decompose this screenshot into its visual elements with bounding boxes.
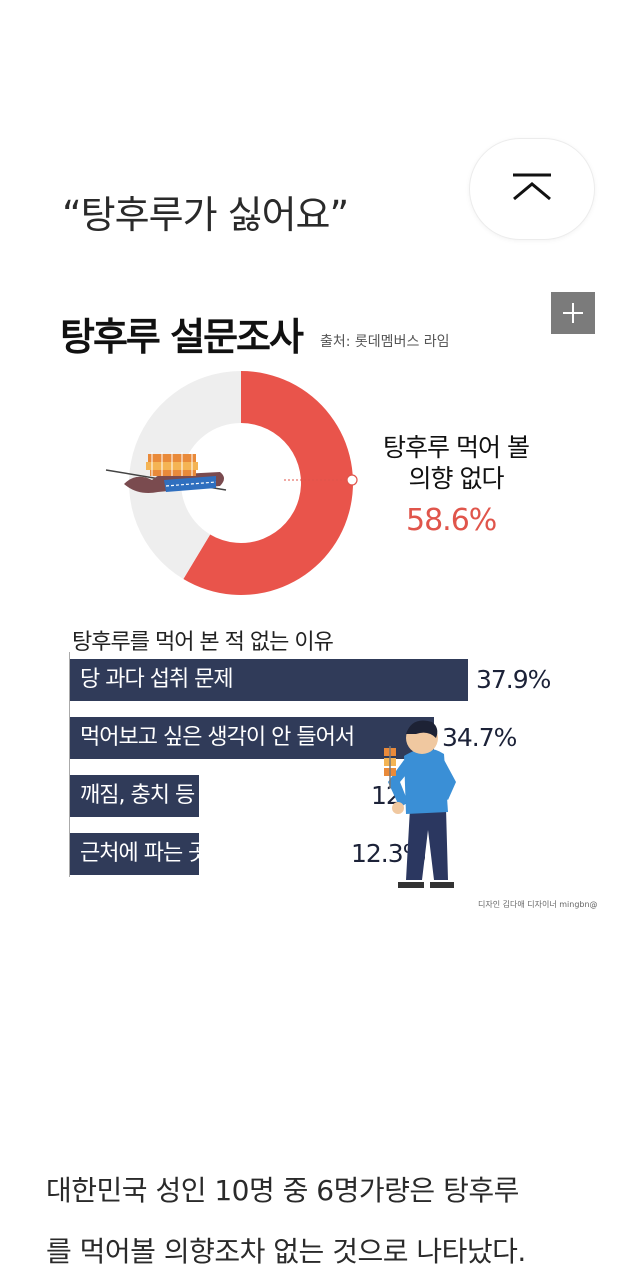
section-quote: “탕후루가 싫어요” <box>62 193 349 237</box>
scroll-top-button[interactable] <box>470 139 594 239</box>
callout-marker <box>346 474 358 486</box>
bar-4 <box>70 833 199 875</box>
bar-2 <box>70 717 434 759</box>
donut-slice-rest <box>128 371 241 580</box>
bar-chart-axis <box>69 652 70 877</box>
article-line-1: 대한민국 성인 10명 중 6명가량은 탕후루 <box>46 1174 519 1207</box>
article-line-2: 를 먹어볼 의향조차 없는 것으로 나타났다. <box>46 1235 526 1268</box>
bar-label-4: 근처에 파는 곳이 없어서 <box>80 841 291 866</box>
person-illustration <box>384 720 456 888</box>
plus-icon <box>563 303 583 323</box>
bar-label-1: 당 과다 섭취 문제 <box>80 667 234 692</box>
bar-label-2: 먹어보고 싶은 생각이 안 들어서 <box>80 725 355 750</box>
bar-1 <box>70 659 468 701</box>
donut-slice-no-intention <box>183 371 353 595</box>
bar-label-3: 깨짐, 충치 등 치아 문제 <box>80 783 284 808</box>
callout-value: 58.6% <box>406 503 497 538</box>
bar-value-1: 37.9% <box>476 665 551 694</box>
article-paragraph: 대한민국 성인 10명 중 6명가량은 탕후루 를 먹어볼 의향조차 없는 것으… <box>46 1160 606 1282</box>
bar-value-2: 34.7% <box>442 723 517 752</box>
callout-label: 탕후루 먹어 볼 의향 없다 <box>383 433 530 493</box>
infographic-title: 탕후루 설문조사 <box>60 315 304 359</box>
bar-3 <box>70 775 199 817</box>
donut-chart <box>105 371 358 595</box>
expand-button[interactable] <box>551 292 595 334</box>
design-credit: 디자인 김다애 디자이너 mingbn@ <box>478 900 598 909</box>
tanghulu-illustration <box>105 452 227 493</box>
infographic-source: 출처: 롯데멤버스 라임 <box>320 334 450 350</box>
chevron-up-icon <box>513 173 551 201</box>
reasons-chart-title: 탕후루를 먹어 본 적 없는 이유 <box>72 630 334 655</box>
